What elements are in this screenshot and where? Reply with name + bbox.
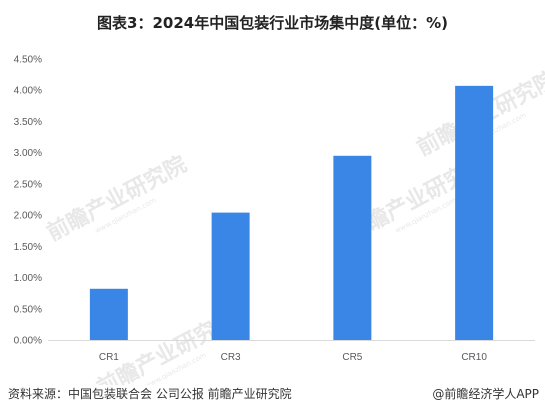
x-tick-label: CR3 <box>221 352 241 363</box>
source-note: 资料来源：中国包装联合会 公司公报 前瞻产业研究院 <box>8 387 292 401</box>
bar-cr5 <box>333 155 372 340</box>
bar-cr3 <box>211 212 250 340</box>
bar-cr10 <box>455 85 494 341</box>
chart-title: 图表3：2024年中国包装行业市场集中度(单位：%) <box>97 14 448 32</box>
x-tick-label: CR10 <box>461 352 487 363</box>
y-tick-label: 1.00% <box>14 273 42 284</box>
x-tick-label: CR5 <box>342 352 362 363</box>
y-tick-label: 4.00% <box>14 86 42 97</box>
brand-label: @前瞻经济学人APP <box>432 387 539 401</box>
y-tick-label: 4.50% <box>14 55 42 66</box>
axis-layer: 0.00% 0.50% 1.00% 1.50% 2.00% 2.50% 3.00% 3.50%… <box>14 55 535 363</box>
chart-footer: 资料来源：中国包装联合会 公司公报 前瞻产业研究院 @前瞻经济学人APP <box>0 385 545 407</box>
y-tick-label: 2.00% <box>14 211 42 222</box>
y-tick-label: 0.50% <box>14 304 42 315</box>
y-tick-label: 0.00% <box>14 336 42 347</box>
y-tick-label: 3.00% <box>14 148 42 159</box>
y-tick-label: 1.50% <box>14 242 42 253</box>
bar-cr1 <box>89 288 128 340</box>
y-tick-label: 3.50% <box>14 117 42 128</box>
watermark-text: 前瞻产业研究院 <box>43 151 191 246</box>
bars-layer <box>89 85 494 341</box>
x-tick-label: CR1 <box>99 352 119 363</box>
y-tick-label: 2.50% <box>14 179 42 190</box>
